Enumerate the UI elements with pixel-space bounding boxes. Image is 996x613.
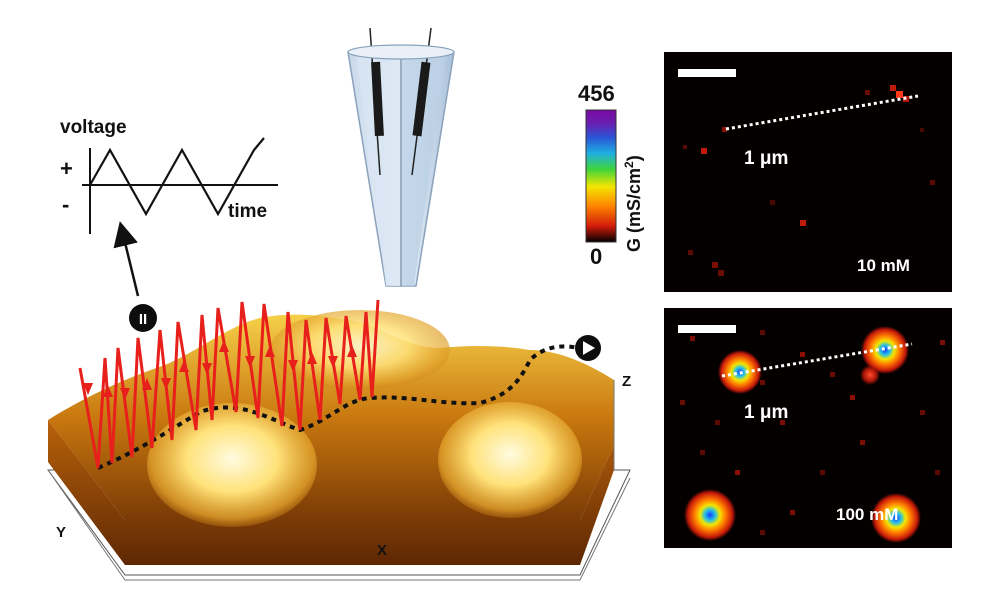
trace-arrow bbox=[219, 340, 229, 352]
map-bottom-scale-bar bbox=[678, 325, 736, 333]
trace-arrow bbox=[202, 363, 212, 375]
x-axis-label: X bbox=[377, 542, 387, 559]
map-bottom-pixels bbox=[680, 330, 945, 535]
conductance-map-10mm: 1 μm 10 mM bbox=[664, 52, 952, 292]
pipette-right-barrel bbox=[402, 52, 446, 286]
minus-sign: - bbox=[62, 192, 69, 217]
map-top-line-profile bbox=[725, 94, 919, 131]
pipette-top-rim bbox=[347, 44, 455, 60]
trace-arrow bbox=[103, 385, 113, 397]
pause-marker-circle bbox=[129, 304, 157, 332]
trace-arrow bbox=[288, 360, 298, 372]
colorbar-max: 456 bbox=[578, 81, 615, 106]
plus-sign: + bbox=[60, 156, 73, 181]
map-bottom-line-profile bbox=[721, 342, 913, 378]
surface-front-face bbox=[48, 420, 614, 565]
map-top-concentration: 10 mM bbox=[857, 256, 910, 275]
play-icon bbox=[575, 335, 601, 361]
stage-marker: II bbox=[129, 304, 157, 332]
map-top-scale-bar bbox=[678, 69, 736, 77]
stage-marker-label: II bbox=[139, 311, 147, 328]
hopping-trace-arrows bbox=[83, 340, 357, 400]
map-bottom-spot bbox=[871, 493, 921, 543]
map-bottom-spot bbox=[860, 365, 880, 385]
trace-arrow bbox=[265, 345, 275, 357]
map-top-background bbox=[664, 52, 952, 292]
double-barrel-pipette bbox=[347, 27, 455, 287]
right-electrode bbox=[412, 61, 431, 137]
topography-surface: Y X Z bbox=[47, 310, 631, 581]
trace-arrow bbox=[245, 356, 255, 368]
z-axis-label: Z bbox=[622, 373, 631, 390]
scan-path-dotted bbox=[97, 344, 579, 470]
trace-arrow bbox=[83, 383, 93, 395]
map-bottom-scale-label: 1 μm bbox=[744, 402, 788, 423]
map-bottom-concentration: 100 mM bbox=[836, 505, 898, 524]
time-label: time bbox=[228, 201, 267, 222]
conductance-map-100mm: 1 μm 100 mM bbox=[664, 308, 952, 548]
hopping-trace bbox=[78, 299, 380, 469]
trace-arrow bbox=[120, 388, 130, 400]
surface-bump-back bbox=[270, 310, 450, 390]
left-electrode bbox=[371, 61, 384, 137]
trace-arrow bbox=[179, 360, 189, 372]
trace-arrow bbox=[307, 352, 317, 364]
trace-arrow bbox=[142, 378, 152, 390]
map-bottom-spot bbox=[684, 489, 736, 541]
pipette-left-barrel bbox=[356, 52, 400, 286]
map-bottom-spot bbox=[861, 326, 909, 374]
voltage-waveform-plot: voltage + - time bbox=[60, 117, 278, 234]
axis-frame-right bbox=[579, 477, 631, 581]
voltage-label: voltage bbox=[60, 117, 127, 138]
surface-bump-right bbox=[438, 402, 582, 518]
surface-bump-left bbox=[147, 403, 317, 527]
pointer-arrow bbox=[113, 221, 140, 297]
colorbar-gradient bbox=[585, 109, 617, 243]
trace-arrow bbox=[328, 356, 338, 368]
y-axis-label: Y bbox=[56, 524, 66, 541]
trace-arrow bbox=[161, 378, 171, 390]
axis-frame-bottom bbox=[47, 469, 580, 581]
colorbar: 456 0 G (mS/cm2) bbox=[578, 81, 644, 269]
triangle-wave bbox=[89, 137, 265, 217]
colorbar-label: G (mS/cm2) bbox=[622, 155, 644, 252]
trace-arrow bbox=[347, 345, 357, 357]
colorbar-min: 0 bbox=[590, 244, 602, 269]
map-top-scale-label: 1 μm bbox=[744, 148, 788, 169]
